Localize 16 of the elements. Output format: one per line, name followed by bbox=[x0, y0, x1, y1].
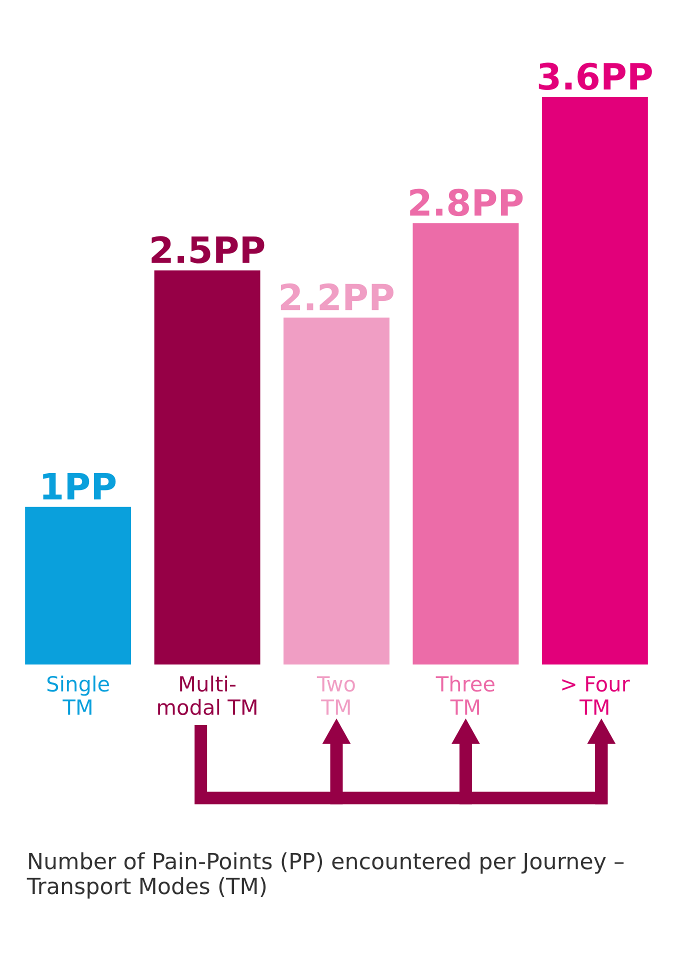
bar bbox=[154, 270, 260, 664]
bar bbox=[25, 506, 132, 664]
x-tick-label: Three TM bbox=[436, 676, 494, 715]
bar bbox=[412, 223, 519, 664]
data-label: 1PP bbox=[43, 473, 116, 500]
x-tick-label: Multi- modal TM bbox=[158, 676, 256, 716]
text: Number of Pain-Points (PP) encountered per Journey – Transport Modes (TM) bbox=[26, 852, 624, 899]
bar bbox=[542, 96, 648, 664]
data-label: 2.2PP bbox=[280, 283, 394, 310]
data-label: 3.6PP bbox=[538, 62, 652, 90]
x-tick-label: Single TM bbox=[47, 676, 109, 715]
x-tick-label: Two TM bbox=[316, 676, 355, 715]
x-tick-label: > Four TM bbox=[562, 676, 630, 715]
bar bbox=[284, 318, 390, 664]
data-label: 2.8PP bbox=[410, 188, 523, 216]
data-label: 2.5PP bbox=[152, 236, 264, 264]
